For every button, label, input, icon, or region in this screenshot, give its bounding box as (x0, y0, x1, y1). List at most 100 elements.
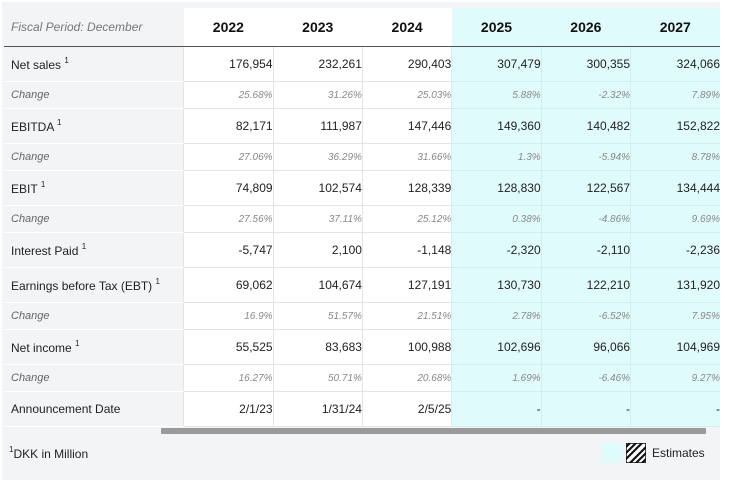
table-cell: 232,261 (272, 46, 363, 82)
table-cell: 102,696 (451, 329, 542, 365)
table-cell: 74,809 (183, 170, 274, 206)
table-cell: 104,674 (272, 267, 363, 303)
table-cell: 104,969 (630, 329, 720, 365)
header-row: Fiscal Period: December 2022 2023 2024 2… (4, 8, 720, 47)
table-cell: 128,339 (361, 170, 452, 206)
footnote-text: DKK in Million (13, 447, 89, 461)
table-cell: 307,479 (451, 46, 542, 82)
table-cell: -4.86% (540, 205, 631, 233)
table-cell: 122,210 (540, 267, 631, 303)
table-cell: 290,403 (361, 46, 452, 82)
row-label-text: Earnings before Tax (EBT) (11, 278, 153, 293)
row-label-text: EBIT (11, 181, 38, 196)
table-cell: 27.56% (183, 205, 274, 233)
table-cell: -1,148 (361, 232, 452, 268)
table-cell: 50.71% (272, 364, 363, 392)
table-cell: 25.12% (361, 205, 452, 233)
table-cell: 1.3% (451, 143, 542, 171)
row-label: Change (4, 302, 184, 330)
year-header: 2022 (183, 8, 274, 47)
table-cell: -2,110 (540, 232, 631, 268)
table-cell: 20.68% (361, 364, 452, 392)
footnote-mark: 1 (81, 241, 87, 251)
row-label-text: Net income (11, 340, 72, 355)
table-cell: -2,320 (451, 232, 542, 268)
row-label: Net sales 1 (4, 46, 184, 82)
row-label-text: Change (11, 151, 50, 163)
row-label: Interest Paid 1 (4, 232, 184, 268)
table-cell: 96,066 (540, 329, 631, 365)
table-cell: 9.69% (630, 205, 720, 233)
table-cell: 300,355 (540, 46, 631, 82)
table-cell: 130,730 (451, 267, 542, 303)
row-label-text: Change (11, 89, 50, 101)
year-header: 2023 (273, 8, 363, 47)
row-label: EBITDA 1 (4, 108, 184, 144)
table-cell: 176,954 (183, 46, 274, 82)
table-cell: 1.69% (451, 364, 542, 392)
table-cell: 2/1/23 (183, 391, 274, 427)
year-header: 2027 (630, 8, 720, 47)
row-label: Change (4, 364, 184, 392)
table-cell: 82,171 (183, 108, 274, 144)
table-cell: -6.46% (540, 364, 631, 392)
row-label-text: Change (11, 372, 50, 384)
change-row: Change 16.27% 50.71% 20.68% 1.69% -6.46% 9.27% (4, 364, 720, 392)
table-cell: 100,988 (361, 329, 452, 365)
table-cell: - (451, 391, 542, 427)
row-label: Change (4, 81, 184, 109)
table-cell: 0.38% (451, 205, 542, 233)
table-cell: -5.94% (540, 143, 631, 171)
horizontal-scrollbar[interactable] (161, 428, 706, 434)
table-cell: 51.57% (272, 302, 363, 330)
table-cell: - (540, 391, 631, 427)
row-label-text: EBITDA (11, 119, 54, 134)
metric-row: EBITDA 1 82,171 111,987 147,446 149,360 140,4… (4, 108, 720, 144)
table-cell: 152,822 (630, 108, 720, 144)
table-cell: 5.88% (451, 81, 542, 109)
year-header: 2024 (362, 8, 452, 47)
footnote-mark: 1 (57, 117, 62, 127)
change-row: Change 27.06% 36.29% 31.66% 1.3% -5.94% 8.78% (4, 143, 720, 171)
table-cell: 16.27% (183, 364, 274, 392)
table-cell: 122,567 (540, 170, 631, 206)
row-label: EBIT 1 (4, 170, 184, 206)
table-cell: -5,747 (183, 232, 274, 268)
year-header: 2025 (451, 8, 542, 47)
row-label-text: Net sales (11, 57, 62, 72)
table-cell: 25.68% (183, 81, 274, 109)
table-cell: - (630, 391, 720, 427)
table-cell: 140,482 (540, 108, 631, 144)
row-label-text: Announcement Date (11, 402, 121, 416)
table-cell: 25.03% (361, 81, 452, 109)
table-cell: -2.32% (540, 81, 631, 109)
table-cell: 111,987 (272, 108, 363, 144)
table-cell: 27.06% (183, 143, 274, 171)
table-cell: 37.11% (272, 205, 363, 233)
table-cell: -2,236 (630, 232, 720, 268)
table-cell: 2,100 (272, 232, 363, 268)
footnote-mark: 1 (155, 276, 160, 286)
table-cell: -6.52% (540, 302, 631, 330)
row-label-text: Change (11, 213, 50, 225)
metric-row: Earnings before Tax (EBT) 1 69,062 104,674… (4, 267, 720, 303)
table-cell: 21.51% (361, 302, 452, 330)
fiscal-period-label: Fiscal Period: December (4, 8, 184, 47)
table-cell: 102,574 (272, 170, 363, 206)
hatch-pattern-icon (626, 443, 646, 463)
table-cell: 16.9% (183, 302, 274, 330)
metric-row: Net income 1 55,525 83,683 100,988 102,696 96… (4, 329, 720, 365)
table-cell: 8.78% (630, 143, 720, 171)
table-cell: 55,525 (183, 329, 274, 365)
metric-row: Announcement Date 2/1/23 1/31/24 2/5/25- - - (4, 391, 720, 427)
row-label: Change (4, 205, 184, 233)
table-cell: 83,683 (272, 329, 363, 365)
change-row: Change 27.56% 37.11% 25.12% 0.38% -4.86% 9.69% (4, 205, 720, 233)
metric-row: Net sales 1 176,954 232,261 290,403 307,479 3… (4, 46, 720, 82)
footnote-mark: 1 (40, 179, 46, 189)
table-cell: 69,062 (183, 267, 274, 303)
metric-row: Interest Paid 1 -5,747 2,100 -1,148 -2,320 -2… (4, 232, 720, 268)
table-cell: 134,444 (630, 170, 720, 206)
footnote-mark: 1 (75, 338, 80, 348)
footnote-mark: 1 (64, 55, 69, 65)
